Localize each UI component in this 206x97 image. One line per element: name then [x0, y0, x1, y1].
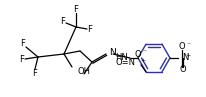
Text: HN: HN	[115, 54, 128, 62]
Text: O: O	[179, 42, 185, 52]
Text: F: F	[88, 25, 92, 33]
Text: N: N	[109, 48, 116, 57]
Text: F: F	[61, 16, 66, 26]
Text: ⁻: ⁻	[186, 41, 190, 49]
Text: N: N	[182, 54, 188, 62]
Text: F: F	[74, 6, 78, 14]
Text: O=N: O=N	[116, 58, 136, 67]
Text: OH: OH	[78, 68, 91, 77]
Text: F: F	[20, 55, 25, 64]
Text: F: F	[21, 39, 25, 48]
Text: +: +	[185, 53, 191, 58]
Text: O: O	[179, 65, 186, 74]
Text: F: F	[33, 68, 37, 78]
Text: +: +	[140, 58, 146, 63]
Text: O: O	[135, 50, 141, 59]
Text: ⁻: ⁻	[142, 47, 146, 56]
